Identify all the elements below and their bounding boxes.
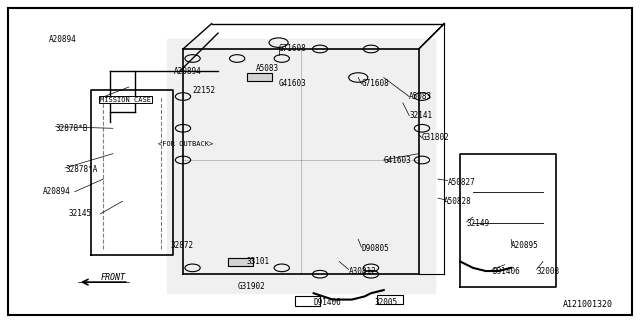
Text: A20894: A20894 [43, 187, 70, 196]
Text: 32149: 32149 [467, 219, 490, 228]
Text: 33101: 33101 [246, 257, 270, 266]
Polygon shape [167, 39, 435, 293]
Text: G31902: G31902 [237, 282, 265, 292]
Text: A50828: A50828 [444, 197, 472, 206]
Text: 32145: 32145 [68, 209, 92, 219]
Text: A20894: A20894 [173, 67, 201, 76]
Text: G31802: G31802 [422, 133, 450, 142]
Text: <FOR OUTBACK>: <FOR OUTBACK> [157, 141, 212, 147]
Text: G41603: G41603 [384, 156, 412, 164]
Text: 32005: 32005 [374, 298, 397, 307]
Text: A121001320: A121001320 [563, 300, 613, 309]
Text: 32141: 32141 [409, 111, 433, 120]
Text: A5083: A5083 [409, 92, 433, 101]
Text: FRONT: FRONT [100, 273, 125, 282]
Text: A20895: A20895 [511, 241, 539, 250]
Text: MISSION CASE: MISSION CASE [100, 97, 151, 103]
Text: G71608: G71608 [278, 44, 307, 53]
Bar [246, 73, 272, 81]
Text: A30812: A30812 [349, 267, 376, 276]
Text: 32878*B: 32878*B [56, 124, 88, 133]
Text: A50827: A50827 [447, 178, 475, 187]
Bar [378, 295, 403, 304]
Text: 32008: 32008 [537, 267, 560, 276]
Text: D91406: D91406 [492, 267, 520, 276]
Text: D91406: D91406 [314, 298, 341, 307]
Text: G71608: G71608 [362, 79, 389, 88]
Text: D90805: D90805 [362, 244, 389, 253]
Text: 32872: 32872 [170, 241, 193, 250]
Text: 32878*A: 32878*A [65, 165, 97, 174]
Text: G41603: G41603 [278, 79, 307, 88]
Text: A20894: A20894 [49, 35, 77, 44]
Bar [228, 258, 253, 266]
Text: 22152: 22152 [193, 86, 216, 95]
Bar [294, 296, 320, 306]
Text: A5083: A5083 [256, 63, 280, 73]
